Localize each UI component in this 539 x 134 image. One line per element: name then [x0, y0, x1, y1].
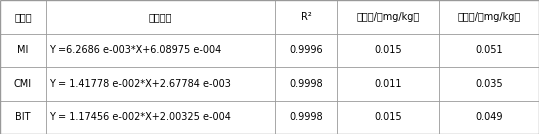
Text: 0.9998: 0.9998 [289, 79, 323, 89]
Text: Y = 1.17456 e-002*X+2.00325 e-004: Y = 1.17456 e-002*X+2.00325 e-004 [49, 112, 231, 122]
Text: 回归方程: 回归方程 [149, 12, 172, 22]
Text: 0.051: 0.051 [475, 45, 503, 55]
Text: 检出限/（mg/kg）: 检出限/（mg/kg） [356, 12, 420, 22]
Text: 0.049: 0.049 [475, 112, 503, 122]
Text: MI: MI [17, 45, 29, 55]
Text: 0.015: 0.015 [374, 45, 402, 55]
Text: 化合物: 化合物 [14, 12, 32, 22]
Text: 0.9996: 0.9996 [289, 45, 323, 55]
Text: 0.9998: 0.9998 [289, 112, 323, 122]
Text: Y = 1.41778 e-002*X+2.67784 e-003: Y = 1.41778 e-002*X+2.67784 e-003 [49, 79, 231, 89]
Text: 0.035: 0.035 [475, 79, 503, 89]
Text: 定量限/（mg/kg）: 定量限/（mg/kg） [458, 12, 521, 22]
Text: 0.011: 0.011 [374, 79, 402, 89]
Text: BIT: BIT [15, 112, 31, 122]
Text: R²: R² [301, 12, 311, 22]
Text: Y =6.2686 e-003*X+6.08975 e-004: Y =6.2686 e-003*X+6.08975 e-004 [49, 45, 222, 55]
Text: 0.015: 0.015 [374, 112, 402, 122]
Text: CMI: CMI [14, 79, 32, 89]
